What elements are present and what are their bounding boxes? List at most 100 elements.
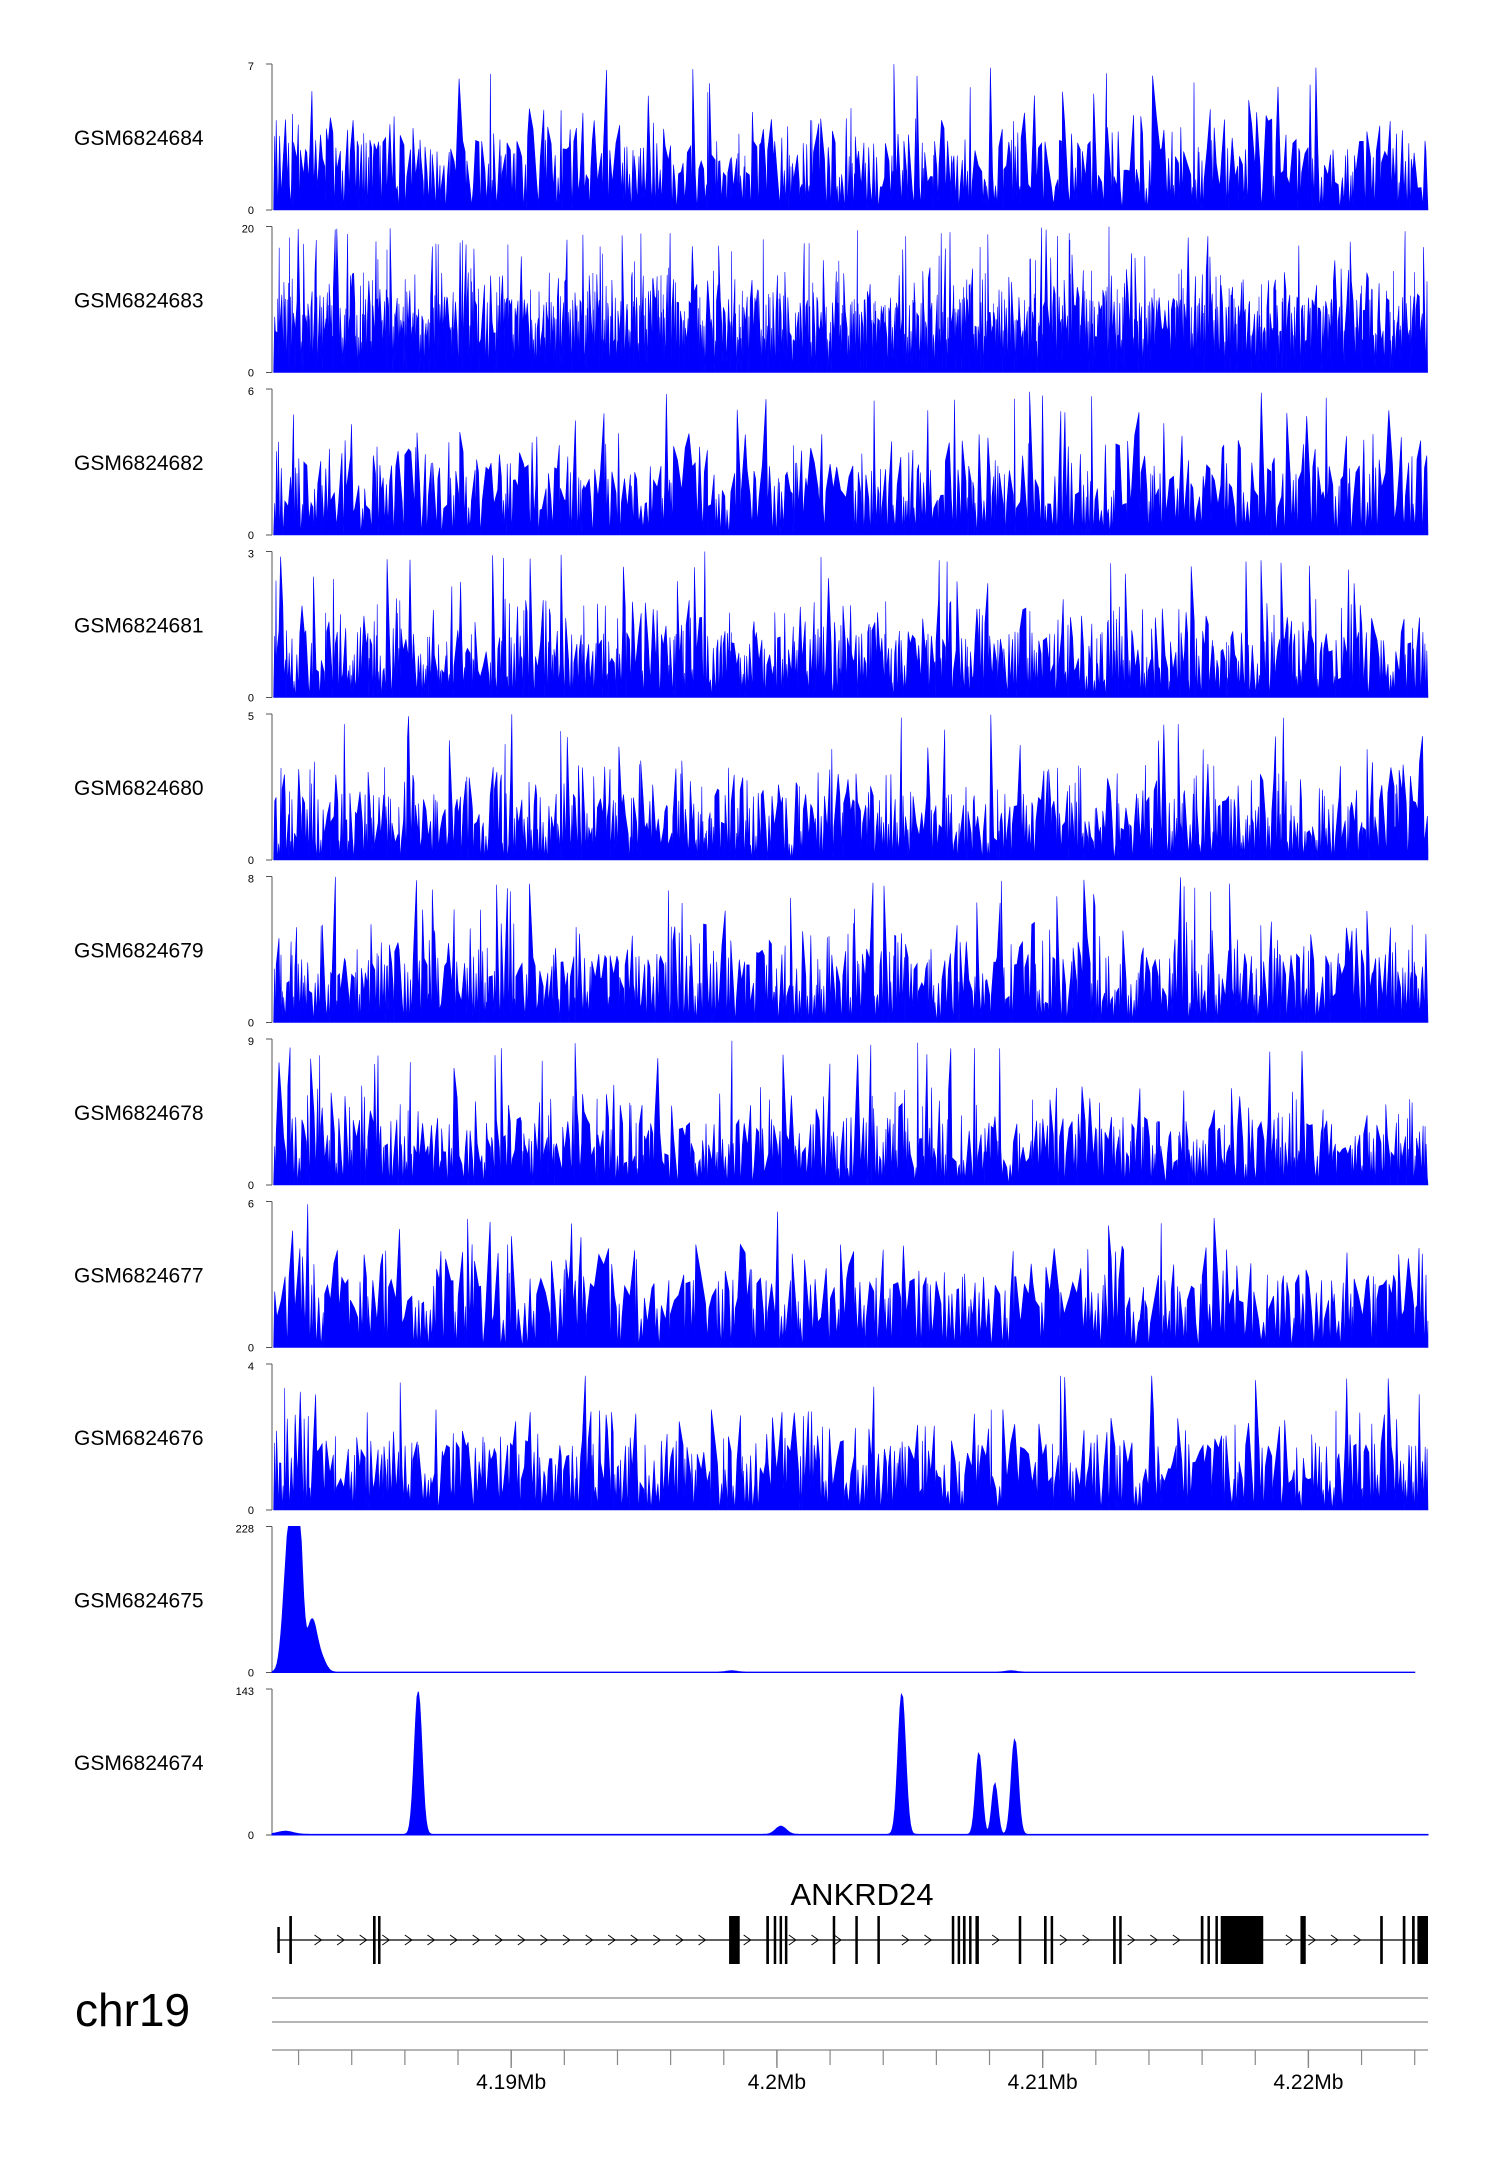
x-tick-label: 4.2Mb: [748, 2071, 806, 2094]
gene-exon: [277, 1927, 280, 1953]
strand-arrow: [675, 1934, 684, 1946]
strand-arrow: [336, 1934, 345, 1946]
track-name-label: GSM6824675: [74, 1590, 204, 1613]
track-GSM6824675: GSM6824675 228 0: [74, 1524, 1416, 1680]
strand-arrow: [404, 1934, 413, 1946]
track-GSM6824679: GSM6824679 8 0: [74, 874, 1429, 1030]
gene-exon: [1113, 1916, 1116, 1964]
gene-exon: [832, 1916, 836, 1964]
gene-exon: [1050, 1916, 1054, 1964]
strand-arrow: [743, 1934, 752, 1946]
signal-area: [273, 1040, 1429, 1186]
y-max-label: 8: [248, 874, 254, 886]
track-GSM6824683: GSM6824683 20 0: [74, 224, 1428, 380]
strand-arrow: [811, 1934, 820, 1946]
strand-arrow: [1172, 1934, 1181, 1946]
gene-exon: [1380, 1916, 1383, 1964]
strand-arrow: [1353, 1934, 1362, 1946]
track-name-label: GSM6824680: [74, 777, 204, 800]
signal-area: [273, 64, 1429, 211]
gene-exon: [1119, 1916, 1122, 1964]
chromosome-label: chr19: [75, 1984, 190, 2036]
track-name-label: GSM6824674: [74, 1752, 204, 1775]
genome-axis-track: chr19 4.19Mb 4.2Mb 4.21Mb 4.22Mb: [75, 1984, 1428, 2094]
strand-arrow: [1308, 1934, 1317, 1946]
strand-arrow: [472, 1934, 481, 1946]
gene-exon: [1207, 1916, 1210, 1964]
gene-exon: [378, 1916, 381, 1964]
y-max-label: 9: [248, 1036, 254, 1048]
track-GSM6824676: GSM6824676 4 0: [74, 1361, 1429, 1517]
gene-exon: [1018, 1916, 1022, 1964]
signal-area: [271, 1691, 1429, 1836]
track-GSM6824677: GSM6824677 6 0: [74, 1199, 1429, 1355]
y-min-label: 0: [248, 1830, 254, 1842]
strand-arrow: [585, 1934, 594, 1946]
gene-exon: [289, 1916, 292, 1964]
gene-exon: [766, 1916, 769, 1964]
gene-exon: [855, 1916, 858, 1964]
y-max-label: 6: [248, 386, 254, 398]
gene-exon: [1417, 1916, 1428, 1964]
y-min-label: 0: [248, 1018, 254, 1030]
y-max-label: 6: [248, 1199, 254, 1211]
y-min-label: 0: [248, 1343, 254, 1355]
x-tick-label: 4.21Mb: [1008, 2071, 1078, 2094]
strand-arrow: [1285, 1934, 1294, 1946]
track-GSM6824680: GSM6824680 5 0: [74, 711, 1429, 867]
track-GSM6824681: GSM6824681 3 0: [74, 549, 1429, 705]
x-tick-label: 4.22Mb: [1273, 2071, 1343, 2094]
strand-arrow: [314, 1934, 323, 1946]
y-max-label: 143: [236, 1686, 254, 1698]
gene-exon: [779, 1916, 783, 1964]
strand-arrow: [540, 1934, 549, 1946]
gene-exon: [877, 1916, 880, 1964]
y-min-label: 0: [248, 693, 254, 705]
gene-exon: [1402, 1916, 1406, 1964]
track-name-label: GSM6824684: [74, 127, 204, 150]
gene-exon: [773, 1916, 777, 1964]
strand-arrow: [788, 1934, 797, 1946]
strand-arrow: [562, 1934, 571, 1946]
strand-arrow: [991, 1934, 1001, 1946]
track-name-label: GSM6824681: [74, 615, 204, 638]
track-name-label: GSM6824683: [74, 290, 204, 313]
strand-arrow: [517, 1934, 526, 1946]
track-name-label: GSM6824677: [74, 1265, 204, 1288]
strand-arrow: [1082, 1934, 1091, 1946]
gene-exon: [1412, 1916, 1415, 1964]
gene-exon: [969, 1916, 972, 1964]
strand-arrow: [607, 1934, 617, 1946]
strand-arrow: [901, 1934, 910, 1946]
gene-exon: [1220, 1916, 1264, 1964]
y-min-label: 0: [248, 205, 254, 217]
gene-exon: [962, 1916, 966, 1964]
signal-tracks: GSM682468470GSM6824683200GSM682468260GSM…: [74, 61, 1429, 1842]
strand-arrow: [427, 1934, 436, 1946]
signal-area: [273, 876, 1429, 1023]
track-name-label: GSM6824678: [74, 1102, 204, 1125]
strand-arrow: [1330, 1934, 1339, 1946]
signal-area: [271, 1526, 1416, 1673]
strand-arrow: [698, 1934, 707, 1946]
y-max-label: 228: [236, 1524, 254, 1536]
strand-arrow: [1127, 1934, 1136, 1946]
signal-area: [273, 551, 1429, 698]
gene-exon: [784, 1916, 788, 1964]
y-max-label: 20: [242, 224, 254, 236]
gene-exon: [951, 1916, 955, 1964]
strand-arrow: [630, 1934, 639, 1946]
signal-area: [273, 1204, 1429, 1348]
strand-arrow: [449, 1934, 458, 1946]
gene-exon: [1043, 1916, 1047, 1964]
track-GSM6824674: GSM6824674 143 0: [74, 1686, 1429, 1842]
strand-arrow: [653, 1934, 662, 1946]
y-min-label: 0: [248, 855, 254, 867]
x-tick-label: 4.19Mb: [476, 2071, 546, 2094]
track-GSM6824682: GSM6824682 6 0: [74, 386, 1429, 542]
y-max-label: 3: [248, 549, 254, 561]
signal-area: [273, 1375, 1429, 1511]
gene-exon: [957, 1916, 961, 1964]
strand-arrow: [1059, 1934, 1068, 1946]
strand-arrow: [381, 1934, 391, 1946]
